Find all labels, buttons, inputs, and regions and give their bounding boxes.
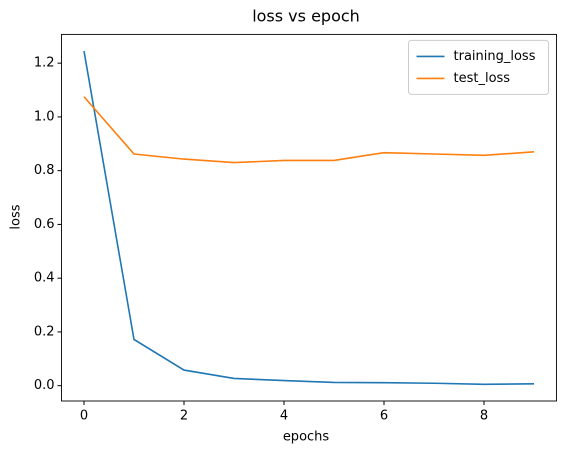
x-axis-label: epochs <box>283 430 330 445</box>
y-tick-label: 0.6 <box>34 217 55 232</box>
y-tick-label: 1.0 <box>34 109 55 124</box>
x-tick-label: 0 <box>80 409 88 424</box>
y-tick-label: 1.2 <box>34 56 55 71</box>
y-tick-label: 0.2 <box>34 324 55 339</box>
legend-label: training_loss <box>454 49 536 64</box>
line-series <box>83 50 535 386</box>
x-tick-label: 4 <box>280 409 288 424</box>
x-tick-label: 6 <box>380 409 388 424</box>
y-tick-label: 0.4 <box>34 271 55 286</box>
chart-title: loss vs epoch <box>252 7 360 26</box>
x-tick-label: 8 <box>480 409 488 424</box>
plot-frame <box>61 33 557 402</box>
line-series <box>83 96 535 164</box>
y-tick-label: 0.0 <box>34 378 55 393</box>
legend-label: test_loss <box>454 71 511 86</box>
legend-box <box>408 39 549 95</box>
y-tick-label: 0.8 <box>34 163 55 178</box>
y-axis-label: loss <box>9 204 24 229</box>
x-tick-label: 2 <box>180 409 188 424</box>
